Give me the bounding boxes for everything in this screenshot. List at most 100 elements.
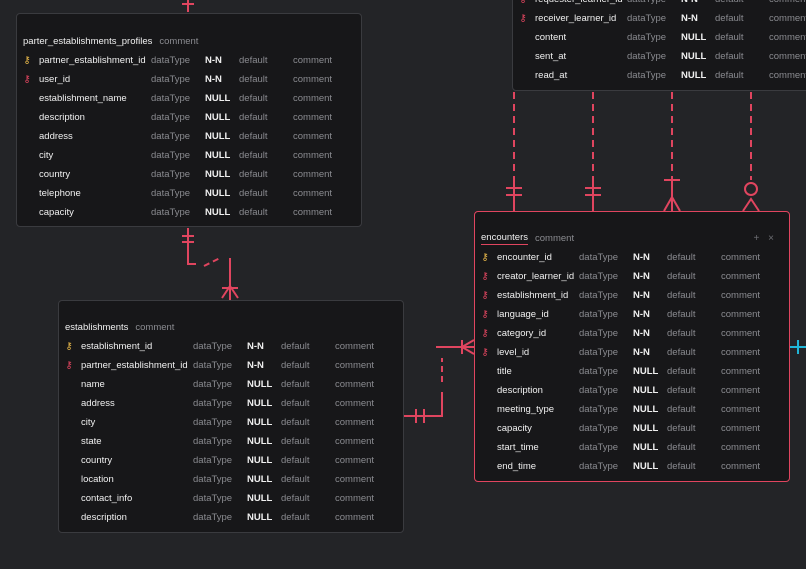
- table-header[interactable]: parter_establishments_profiles comment: [23, 33, 353, 49]
- field-name[interactable]: encounter_id: [497, 252, 552, 263]
- field-row[interactable]: state dataType NULL default comment: [59, 432, 403, 451]
- field-comment[interactable]: comment: [293, 112, 333, 123]
- field-default[interactable]: default: [281, 512, 310, 523]
- field-default[interactable]: default: [239, 169, 268, 180]
- field-comment[interactable]: comment: [335, 417, 375, 428]
- field-datatype[interactable]: dataType: [193, 398, 233, 409]
- field-name[interactable]: sent_at: [535, 51, 567, 62]
- field-nullability[interactable]: NULL: [633, 461, 659, 472]
- field-datatype[interactable]: dataType: [579, 328, 619, 339]
- field-row[interactable]: capacity dataType NULL default comment: [17, 203, 361, 222]
- field-comment[interactable]: comment: [293, 169, 333, 180]
- field-nullability[interactable]: N-N: [247, 341, 264, 352]
- field-nullability[interactable]: N-N: [681, 0, 698, 5]
- field-default[interactable]: default: [281, 379, 310, 390]
- field-row[interactable]: telephone dataType NULL default comment: [17, 184, 361, 203]
- field-nullability[interactable]: NULL: [681, 51, 707, 62]
- table-comment[interactable]: comment: [535, 232, 575, 244]
- field-name[interactable]: content: [535, 32, 567, 43]
- field-datatype[interactable]: dataType: [193, 360, 233, 371]
- field-default[interactable]: default: [715, 13, 744, 24]
- field-name[interactable]: receiver_learner_id: [535, 13, 617, 24]
- field-comment[interactable]: comment: [293, 93, 333, 104]
- field-comment[interactable]: comment: [721, 404, 761, 415]
- field-default[interactable]: default: [281, 474, 310, 485]
- field-row[interactable]: ⚷ partner_establishment_id dataType N-N defa…: [59, 356, 403, 375]
- field-datatype[interactable]: dataType: [579, 309, 619, 320]
- field-default[interactable]: default: [239, 112, 268, 123]
- field-name[interactable]: country: [81, 455, 113, 466]
- field-default[interactable]: default: [239, 55, 268, 66]
- field-nullability[interactable]: NULL: [247, 436, 273, 447]
- field-default[interactable]: default: [715, 0, 744, 5]
- field-name[interactable]: capacity: [39, 207, 74, 218]
- field-nullability[interactable]: NULL: [633, 404, 659, 415]
- field-nullability[interactable]: N-N: [681, 13, 698, 24]
- field-nullability[interactable]: N-N: [633, 328, 650, 339]
- field-datatype[interactable]: dataType: [579, 347, 619, 358]
- field-default[interactable]: default: [239, 74, 268, 85]
- table-partner-establishments-profiles[interactable]: parter_establishments_profiles comment ⚷…: [16, 13, 362, 227]
- field-nullability[interactable]: N-N: [633, 309, 650, 320]
- field-nullability[interactable]: NULL: [681, 70, 707, 81]
- field-row[interactable]: city dataType NULL default comment: [59, 413, 403, 432]
- field-row[interactable]: country dataType NULL default comment: [59, 451, 403, 470]
- field-comment[interactable]: comment: [721, 385, 761, 396]
- table-encounters[interactable]: encounters comment + × ⚷ encounter_id data…: [474, 211, 790, 482]
- field-default[interactable]: default: [667, 366, 696, 377]
- field-name[interactable]: partner_establishment_id: [39, 55, 146, 66]
- field-datatype[interactable]: dataType: [579, 366, 619, 377]
- field-datatype[interactable]: dataType: [151, 131, 191, 142]
- field-default[interactable]: default: [667, 328, 696, 339]
- field-nullability[interactable]: NULL: [633, 442, 659, 453]
- field-datatype[interactable]: dataType: [579, 385, 619, 396]
- field-row[interactable]: title dataType NULL default comment: [475, 362, 789, 381]
- field-default[interactable]: default: [715, 51, 744, 62]
- table-header[interactable]: encounters comment + ×: [481, 230, 781, 246]
- field-row[interactable]: ⚷ creator_learner_id dataType N-N default com…: [475, 267, 789, 286]
- field-name[interactable]: address: [81, 398, 115, 409]
- field-comment[interactable]: comment: [335, 398, 375, 409]
- field-name[interactable]: start_time: [497, 442, 539, 453]
- field-datatype[interactable]: dataType: [151, 55, 191, 66]
- field-row[interactable]: description dataType NULL default comment: [475, 381, 789, 400]
- field-default[interactable]: default: [667, 442, 696, 453]
- field-datatype[interactable]: dataType: [193, 474, 233, 485]
- field-row[interactable]: country dataType NULL default comment: [17, 165, 361, 184]
- field-datatype[interactable]: dataType: [193, 417, 233, 428]
- field-comment[interactable]: comment: [293, 131, 333, 142]
- field-row[interactable]: contact_info dataType NULL default comment: [59, 489, 403, 508]
- field-name[interactable]: city: [39, 150, 54, 161]
- field-comment[interactable]: comment: [769, 51, 806, 62]
- field-row[interactable]: ⚷ user_id dataType N-N default comment: [17, 70, 361, 89]
- field-row[interactable]: ⚷ requester_learner_id dataType N-N default c…: [513, 0, 806, 9]
- field-nullability[interactable]: NULL: [205, 131, 231, 142]
- field-default[interactable]: default: [667, 252, 696, 263]
- field-comment[interactable]: comment: [335, 493, 375, 504]
- field-comment[interactable]: comment: [293, 207, 333, 218]
- field-row[interactable]: meeting_type dataType NULL default comment: [475, 400, 789, 419]
- field-nullability[interactable]: NULL: [247, 512, 273, 523]
- field-row[interactable]: address dataType NULL default comment: [59, 394, 403, 413]
- field-name[interactable]: category_id: [497, 328, 547, 339]
- field-datatype[interactable]: dataType: [151, 169, 191, 180]
- field-default[interactable]: default: [281, 493, 310, 504]
- field-nullability[interactable]: NULL: [247, 398, 273, 409]
- field-nullability[interactable]: NULL: [681, 32, 707, 43]
- field-name[interactable]: contact_info: [81, 493, 133, 504]
- field-row[interactable]: content dataType NULL default comment: [513, 28, 806, 47]
- field-nullability[interactable]: NULL: [247, 493, 273, 504]
- table-name[interactable]: encounters: [481, 231, 529, 245]
- field-name[interactable]: level_id: [497, 347, 530, 358]
- field-name[interactable]: creator_learner_id: [497, 271, 575, 282]
- field-row[interactable]: sent_at dataType NULL default comment: [513, 47, 806, 66]
- field-datatype[interactable]: dataType: [151, 150, 191, 161]
- field-default[interactable]: default: [281, 417, 310, 428]
- field-row[interactable]: ⚷ partner_establishment_id dataType N-N defa…: [17, 51, 361, 70]
- field-nullability[interactable]: NULL: [247, 455, 273, 466]
- field-nullability[interactable]: NULL: [205, 93, 231, 104]
- field-nullability[interactable]: N-N: [633, 290, 650, 301]
- field-name[interactable]: read_at: [535, 70, 568, 81]
- field-nullability[interactable]: N-N: [205, 74, 222, 85]
- field-comment[interactable]: comment: [721, 252, 761, 263]
